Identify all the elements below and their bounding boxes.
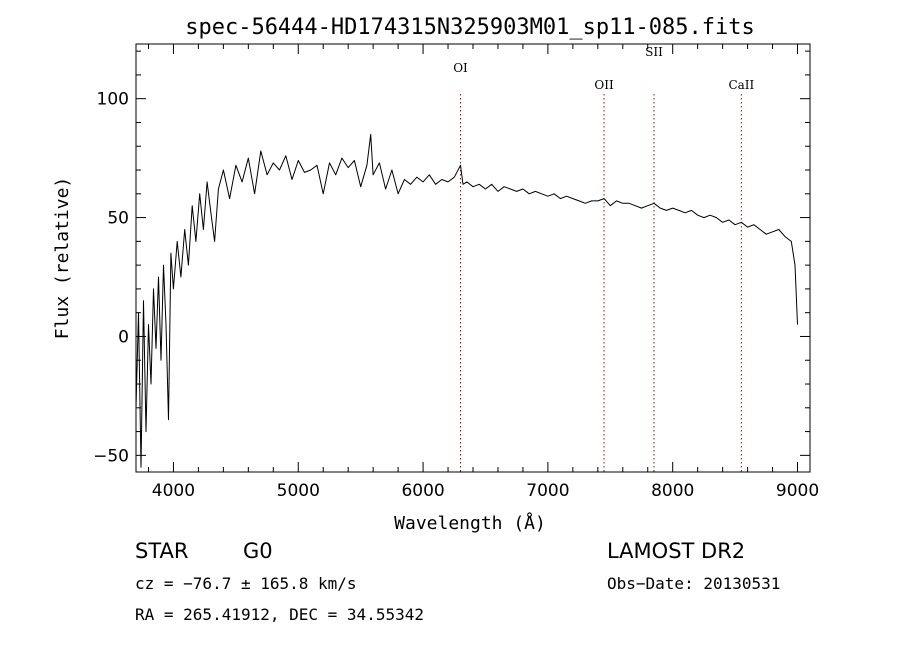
y-tick-label: 0 bbox=[118, 327, 129, 347]
object-class: STAR bbox=[135, 539, 188, 563]
chart-title: spec-56444-HD174315N325903M01_sp11-085.f… bbox=[185, 15, 755, 40]
obs-date-readout: Obs−Date: 20130531 bbox=[607, 574, 780, 593]
x-tick-label: 6000 bbox=[401, 481, 444, 501]
plot-frame bbox=[135, 43, 811, 473]
spectral-line-label: SII bbox=[645, 45, 663, 59]
x-tick-label: 4000 bbox=[152, 481, 195, 501]
axis-ticks: 4000 5000 6000 7000 8000 9000 −50 0 50 100 bbox=[93, 44, 819, 501]
object-subclass: G0 bbox=[243, 539, 273, 563]
y-axis-label: Flux (relative) bbox=[52, 177, 73, 340]
x-axis-label: Wavelength (Å) bbox=[394, 512, 546, 534]
spectral-line-label: OI bbox=[453, 61, 468, 75]
coordinates-readout: RA = 265.41912, DEC = 34.55342 bbox=[135, 605, 424, 624]
survey-label: LAMOST DR2 bbox=[607, 539, 745, 563]
x-tick-label: 5000 bbox=[277, 481, 320, 501]
y-tick-label: −50 bbox=[93, 446, 129, 466]
redshift-readout: cz = −76.7 ± 165.8 km/s bbox=[135, 574, 357, 593]
y-tick-label: 50 bbox=[107, 209, 129, 229]
spectrum-trace bbox=[135, 133, 798, 468]
spectral-line-label: CaII bbox=[728, 78, 754, 92]
x-tick-label: 8000 bbox=[651, 481, 694, 501]
x-tick-label: 7000 bbox=[526, 481, 569, 501]
y-tick-label: 100 bbox=[97, 90, 129, 110]
x-tick-label: 9000 bbox=[776, 481, 819, 501]
plot-area: OI OII SII CaII bbox=[135, 45, 798, 472]
spectral-line-label: OII bbox=[594, 78, 614, 92]
